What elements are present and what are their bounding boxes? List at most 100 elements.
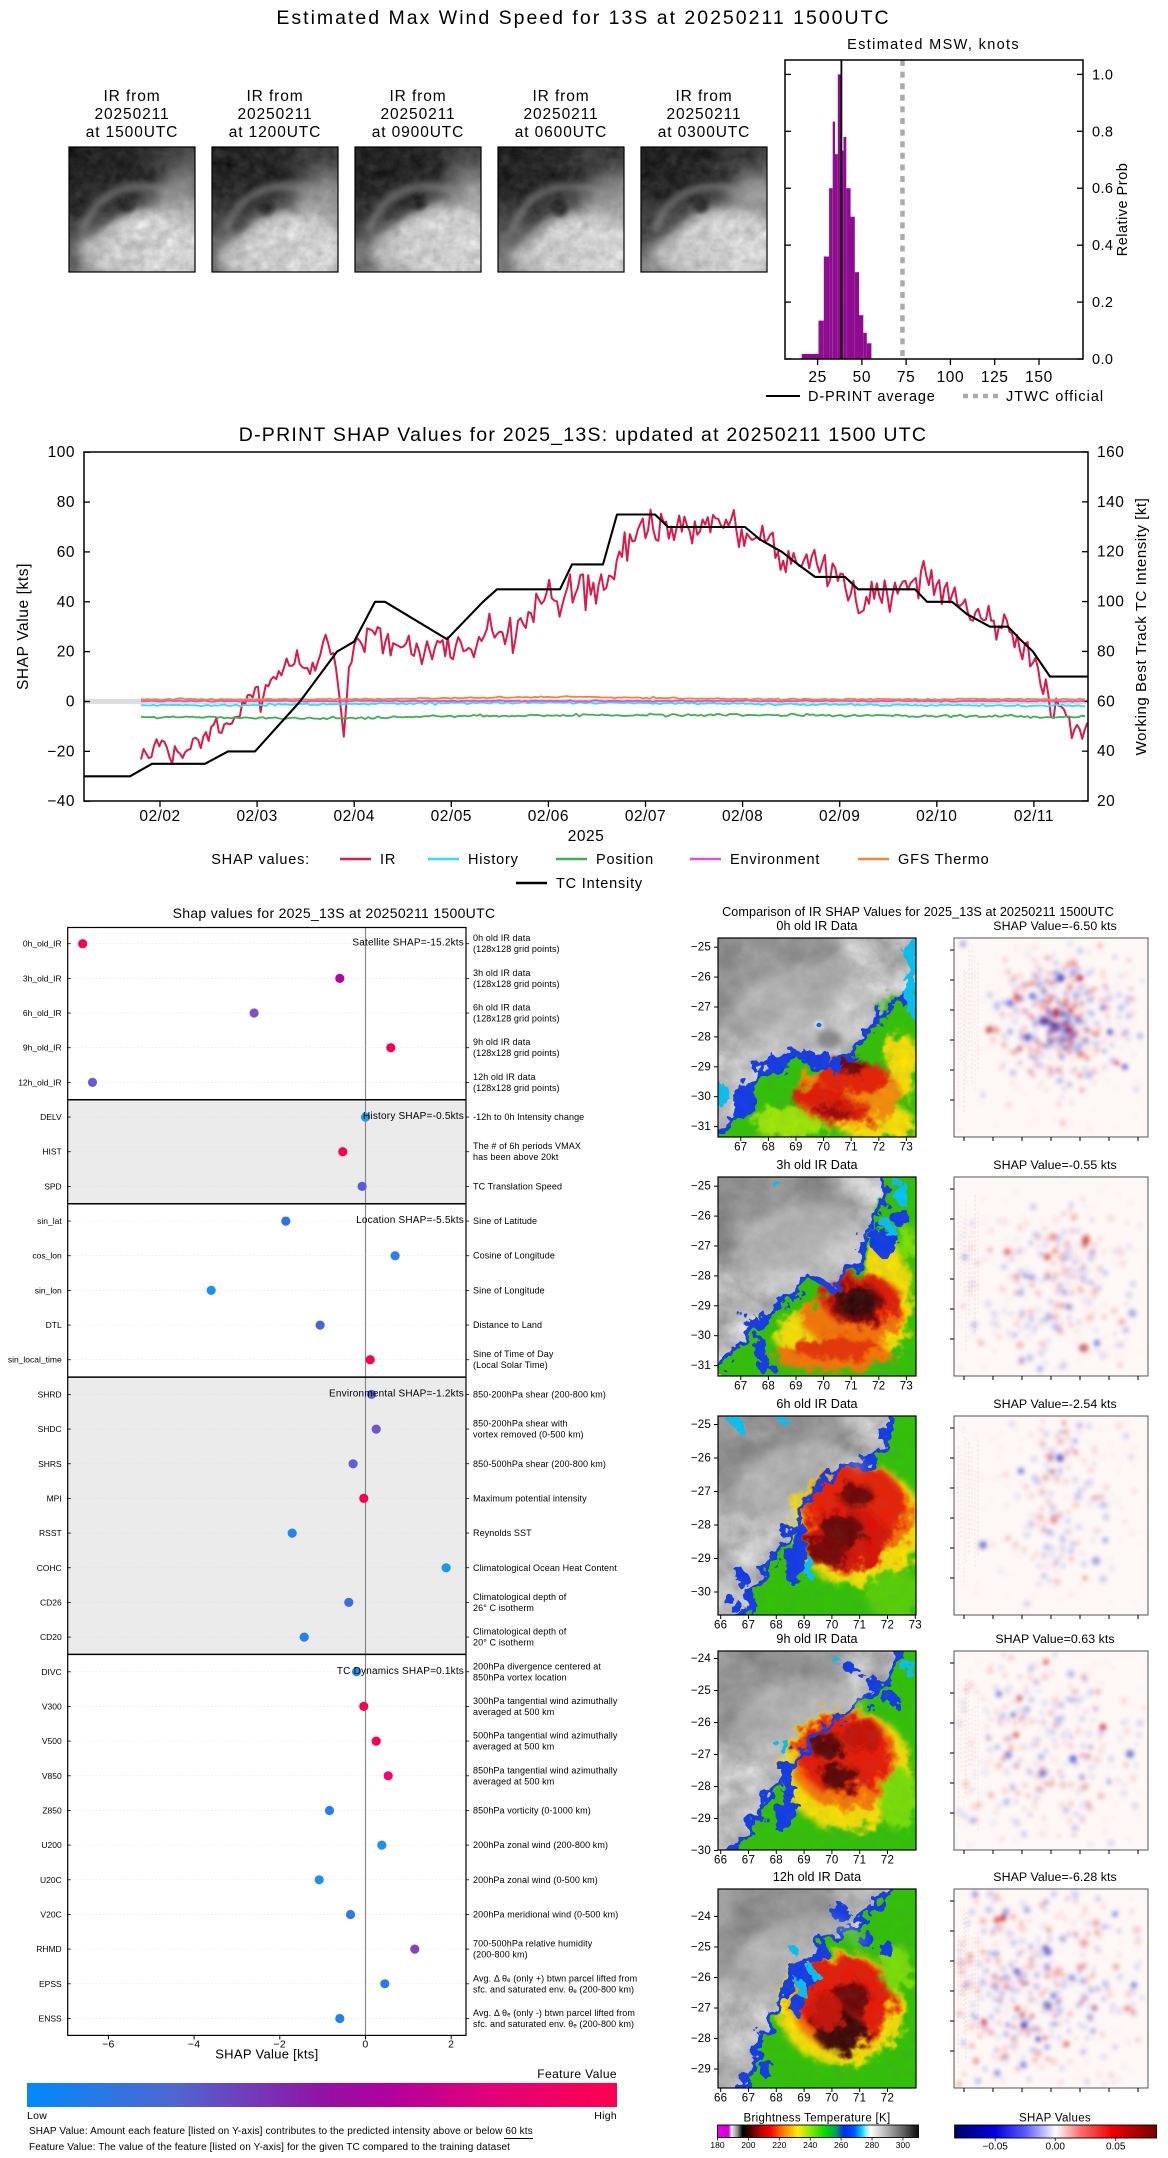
svg-text:6h old IR data: 6h old IR data [473, 1003, 530, 1013]
svg-text:−29: −29 [691, 1813, 711, 1825]
svg-text:850-200hPa shear with: 850-200hPa shear with [473, 1419, 568, 1429]
svg-text:220: 220 [772, 2140, 786, 2150]
svg-text:averaged at 500 km: averaged at 500 km [473, 1742, 554, 1752]
svg-text:Sine of Latitude: Sine of Latitude [473, 1216, 537, 1226]
svg-text:−28: −28 [691, 1270, 711, 1282]
svg-text:260: 260 [834, 2140, 848, 2150]
svg-text:IR from: IR from [246, 88, 303, 105]
svg-text:U20C: U20C [40, 1875, 62, 1885]
svg-text:−26: −26 [691, 1972, 711, 1984]
svg-text:0.0: 0.0 [1092, 352, 1113, 368]
svg-text:(128x128 grid points): (128x128 grid points) [473, 944, 560, 954]
svg-text:68: 68 [770, 1855, 783, 1867]
svg-text:Sine of Longitude: Sine of Longitude [473, 1285, 545, 1295]
svg-text:CD26: CD26 [40, 1597, 62, 1607]
svg-text:67: 67 [742, 2093, 755, 2105]
svg-text:HIST: HIST [42, 1147, 61, 1157]
svg-text:−31: −31 [691, 1121, 711, 1133]
svg-text:V850: V850 [42, 1771, 62, 1781]
svg-text:72: 72 [881, 1620, 894, 1632]
svg-text:averaged at 500 km: averaged at 500 km [473, 1707, 554, 1717]
svg-text:Maximum potential intensity: Maximum potential intensity [473, 1493, 587, 1503]
svg-text:850-200hPa shear (200-800 km): 850-200hPa shear (200-800 km) [473, 1389, 606, 1399]
svg-text:72: 72 [881, 1855, 894, 1867]
svg-text:02/11: 02/11 [1014, 808, 1054, 825]
svg-text:sin_lat: sin_lat [37, 1216, 62, 1226]
svg-text:−0.05: −0.05 [983, 2142, 1009, 2153]
svg-text:−25: −25 [691, 1942, 711, 1954]
svg-text:0h_old_IR: 0h_old_IR [23, 939, 62, 949]
svg-text:20250211: 20250211 [666, 106, 741, 123]
svg-text:−20: −20 [47, 743, 75, 760]
svg-text:69: 69 [797, 2093, 810, 2105]
svg-text:9h old IR Data: 9h old IR Data [776, 1632, 857, 1646]
svg-text:02/04: 02/04 [334, 808, 375, 825]
svg-text:66: 66 [714, 2093, 727, 2105]
svg-text:66: 66 [714, 1855, 727, 1867]
svg-text:−25: −25 [691, 1685, 711, 1697]
svg-text:72: 72 [872, 1381, 885, 1393]
svg-text:71: 71 [844, 1381, 857, 1393]
svg-text:300: 300 [896, 2140, 910, 2150]
svg-text:Sine of Time of Day: Sine of Time of Day [473, 1349, 554, 1359]
svg-text:3h_old_IR: 3h_old_IR [23, 973, 62, 983]
svg-text:−26: −26 [691, 972, 711, 984]
svg-text:3h old IR Data: 3h old IR Data [776, 1158, 857, 1172]
svg-text:V20C: V20C [40, 1909, 61, 1919]
svg-text:Comparison of IR SHAP Values f: Comparison of IR SHAP Values for 2025_13… [722, 905, 1114, 919]
svg-text:200: 200 [741, 2140, 755, 2150]
svg-text:200hPa meridional wind (0-500: 200hPa meridional wind (0-500 km) [473, 1909, 618, 1919]
svg-text:SHAP values:: SHAP values: [211, 852, 310, 868]
svg-text:SHDC: SHDC [38, 1424, 62, 1434]
svg-text:73: 73 [900, 1142, 913, 1154]
svg-text:72: 72 [872, 1142, 885, 1154]
svg-text:Environmental SHAP=-1.2kts: Environmental SHAP=-1.2kts [329, 1388, 464, 1399]
svg-text:High: High [594, 2110, 617, 2122]
svg-text:0.8: 0.8 [1092, 124, 1113, 140]
svg-text:Cosine of Longitude: Cosine of Longitude [473, 1251, 555, 1261]
svg-text:IR from: IR from [532, 88, 589, 105]
svg-text:6h_old_IR: 6h_old_IR [23, 1008, 62, 1018]
svg-text:−28: −28 [691, 1520, 711, 1532]
svg-text:IR: IR [380, 852, 396, 868]
svg-text:160: 160 [1097, 444, 1124, 461]
svg-text:IR from: IR from [675, 88, 732, 105]
svg-text:72: 72 [881, 2093, 894, 2105]
svg-text:(Local Solar Time): (Local Solar Time) [473, 1360, 548, 1370]
svg-text:71: 71 [853, 1855, 866, 1867]
svg-text:Avg. Δ θₑ (only +) btwn parcel: Avg. Δ θₑ (only +) btwn parcel lifted fr… [473, 1973, 637, 1983]
svg-text:D-PRINT average: D-PRINT average [808, 389, 936, 405]
svg-text:0.00: 0.00 [1045, 2142, 1065, 2153]
svg-text:02/09: 02/09 [819, 808, 860, 825]
svg-text:0: 0 [66, 694, 75, 711]
svg-text:SHAP Values: SHAP Values [1019, 2113, 1091, 2125]
svg-text:at 1500UTC: at 1500UTC [86, 124, 179, 141]
svg-text:100: 100 [1097, 594, 1124, 611]
svg-text:0: 0 [362, 2039, 368, 2051]
svg-text:2025: 2025 [568, 828, 604, 845]
svg-text:at 0300UTC: at 0300UTC [658, 124, 751, 141]
svg-text:0.4: 0.4 [1092, 238, 1113, 254]
svg-text:−30: −30 [691, 1587, 711, 1599]
svg-text:200hPa zonal wind (0-500 km): 200hPa zonal wind (0-500 km) [473, 1875, 598, 1885]
svg-text:−25: −25 [691, 942, 711, 954]
svg-text:66: 66 [714, 1620, 727, 1632]
svg-text:SHAP Value=0.63 kts: SHAP Value=0.63 kts [995, 1632, 1114, 1646]
svg-text:200hPa divergence centered at: 200hPa divergence centered at [473, 1661, 601, 1671]
svg-text:Climatological depth of: Climatological depth of [473, 1627, 567, 1637]
svg-text:−29: −29 [691, 1553, 711, 1565]
svg-text:−24: −24 [691, 1653, 712, 1665]
svg-text:Avg. Δ θₑ (only -) btwn parcel: Avg. Δ θₑ (only -) btwn parcel lifted fr… [473, 2008, 635, 2018]
svg-text:IR from: IR from [389, 88, 446, 105]
svg-text:History: History [468, 852, 519, 868]
svg-text:D-PRINT SHAP Values for 2025_1: D-PRINT SHAP Values for 2025_13S: update… [239, 424, 928, 446]
svg-text:Location SHAP=-5.5kts: Location SHAP=-5.5kts [356, 1215, 464, 1226]
svg-text:70: 70 [817, 1142, 830, 1154]
svg-text:The # of 6h periods VMAX: The # of 6h periods VMAX [473, 1141, 581, 1151]
svg-text:-12h to 0h Intensity change: -12h to 0h Intensity change [473, 1112, 584, 1122]
svg-text:(128x128 grid points): (128x128 grid points) [473, 1083, 560, 1093]
svg-text:850hPa tangential wind azimuth: 850hPa tangential wind azimuthally [473, 1765, 618, 1775]
svg-text:0h old IR Data: 0h old IR Data [776, 919, 857, 933]
svg-text:50: 50 [853, 369, 871, 386]
svg-text:69: 69 [789, 1381, 802, 1393]
